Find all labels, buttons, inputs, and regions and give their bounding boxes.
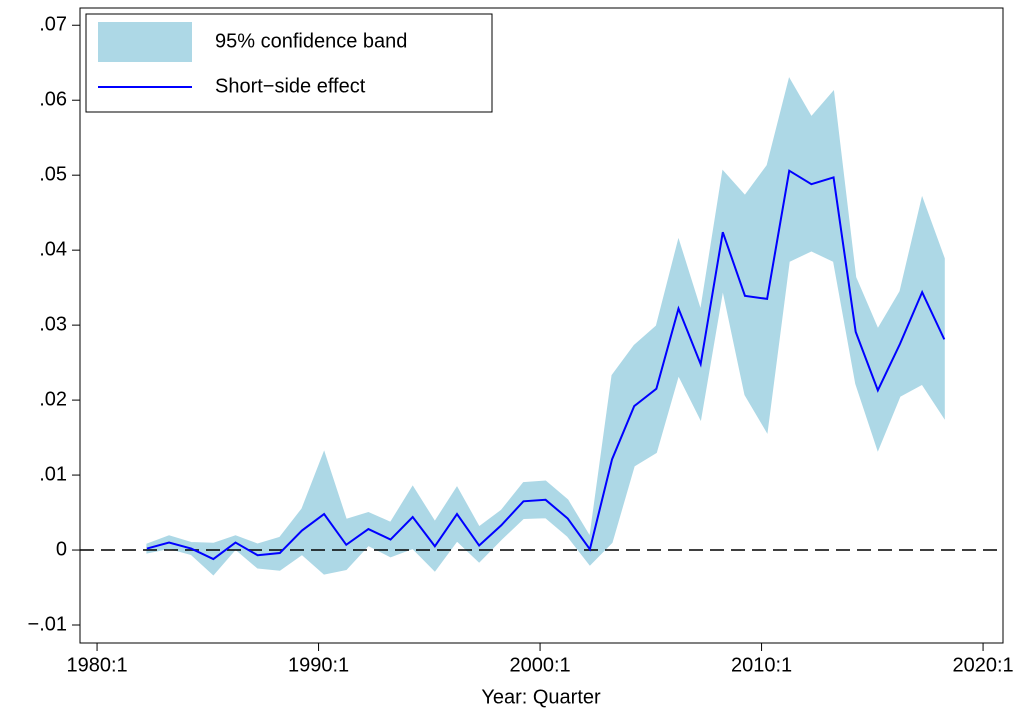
y-tick-label: 0 <box>56 538 67 560</box>
x-tick-label: 1990:1 <box>288 654 349 676</box>
y-tick-label: .02 <box>39 388 67 410</box>
y-tick-label: .06 <box>39 88 67 110</box>
x-tick-label: 2000:1 <box>509 654 570 676</box>
legend-label: 95% confidence band <box>215 30 407 52</box>
x-axis-label: Year: Quarter <box>481 686 601 708</box>
legend-box <box>85 13 493 113</box>
y-tick-label: .01 <box>39 463 67 485</box>
x-tick-label: 1980:1 <box>66 654 127 676</box>
y-tick-label: .04 <box>39 238 67 260</box>
effect-line <box>146 169 946 561</box>
x-tick-label: 2020:1 <box>952 654 1013 676</box>
legend-label: Short−side effect <box>215 75 366 97</box>
y-tick-label: .03 <box>39 313 67 335</box>
x-tick-label: 2010:1 <box>731 654 792 676</box>
y-tick-label: −.01 <box>28 613 67 635</box>
y-tick-label: .07 <box>39 14 67 36</box>
legend-swatch <box>98 22 192 62</box>
confidence-band <box>146 77 945 576</box>
y-tick-label: .05 <box>39 163 67 185</box>
